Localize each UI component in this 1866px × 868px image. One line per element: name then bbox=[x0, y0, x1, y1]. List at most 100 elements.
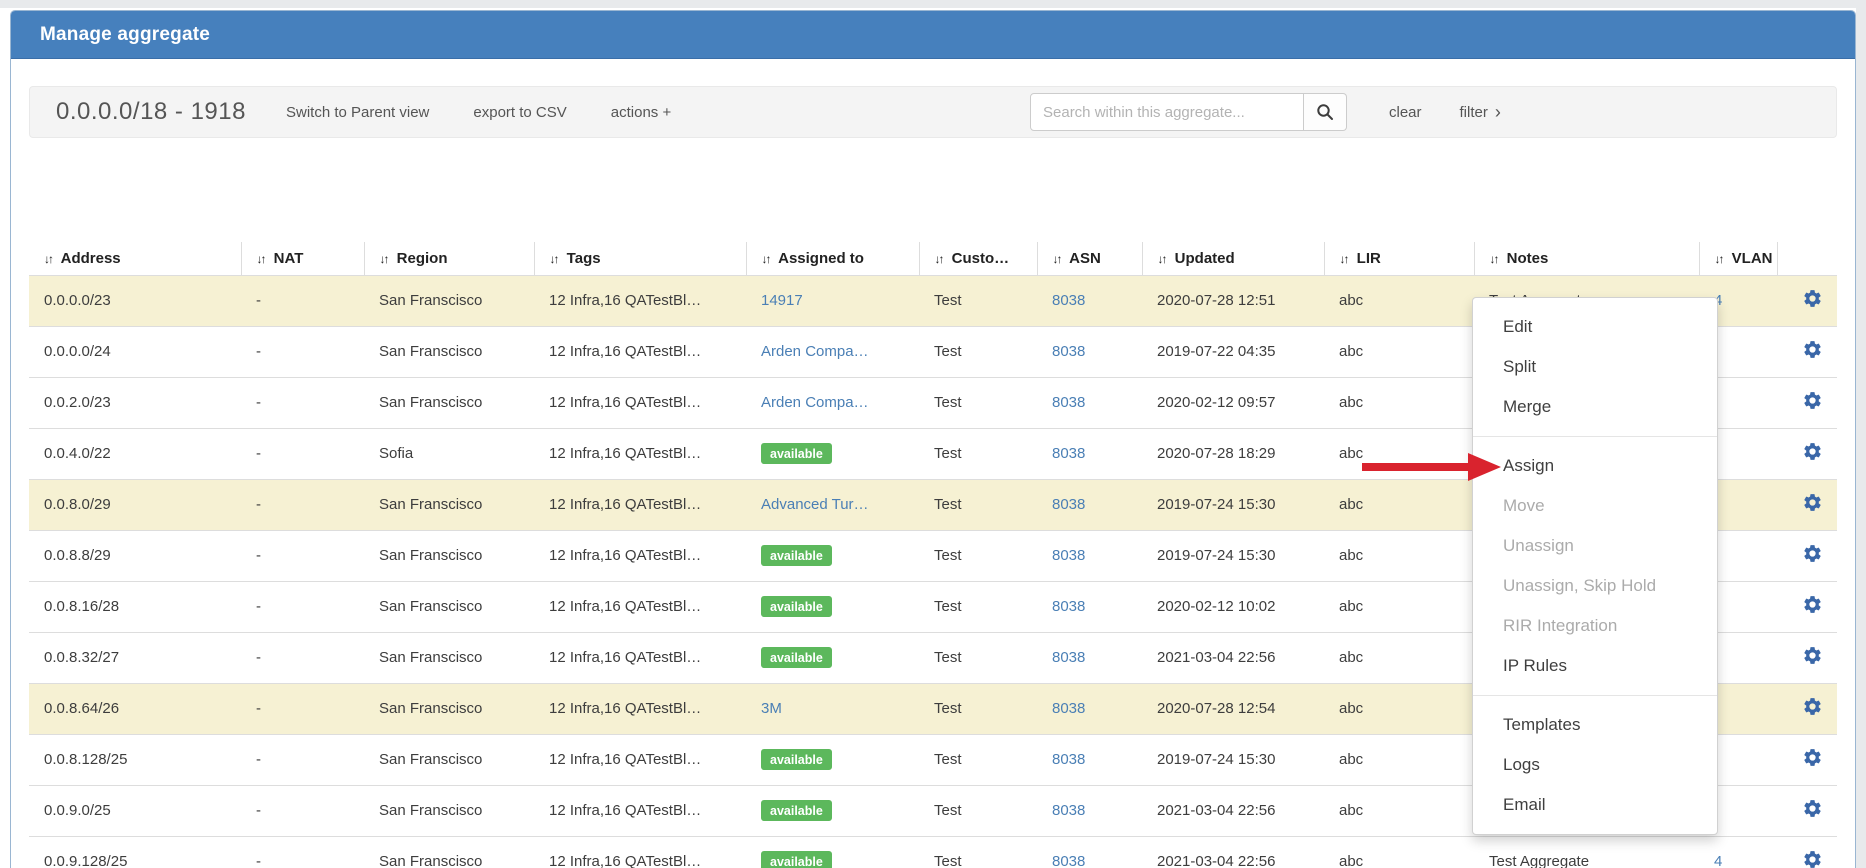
menu-item-split[interactable]: Split bbox=[1503, 357, 1537, 376]
column-header-assigned-to[interactable]: Assigned to bbox=[746, 242, 920, 275]
assigned-resource-link[interactable]: Arden Compa… bbox=[761, 343, 869, 360]
vlan-link[interactable]: 4 bbox=[1714, 853, 1723, 868]
region-cell: Sofia bbox=[379, 445, 414, 462]
column-header-label: Updated bbox=[1174, 249, 1235, 267]
status-badge: available bbox=[761, 596, 832, 617]
assigned-to-cell: available bbox=[746, 734, 919, 785]
gear-button[interactable] bbox=[1802, 390, 1823, 411]
updated-cell: 2020-02-12 09:57 bbox=[1157, 394, 1276, 411]
lir-cell: abc bbox=[1339, 292, 1364, 309]
gear-button[interactable] bbox=[1802, 543, 1823, 564]
nat-cell: - bbox=[256, 547, 261, 564]
region-cell: San Franscisco bbox=[379, 547, 483, 564]
assigned-resource-link[interactable]: 3M bbox=[761, 700, 782, 717]
gear-icon bbox=[1802, 596, 1823, 619]
nat-cell: - bbox=[256, 496, 261, 513]
gear-button[interactable] bbox=[1802, 798, 1823, 819]
column-header-address[interactable]: Address bbox=[29, 242, 242, 275]
asn-link[interactable]: 8038 bbox=[1052, 751, 1086, 768]
asn-link[interactable]: 8038 bbox=[1052, 700, 1086, 717]
column-header-custo[interactable]: Custo… bbox=[919, 242, 1038, 275]
lir-cell: abc bbox=[1339, 649, 1364, 666]
table-header-row: Address NAT Region Tags Assigned to Cust… bbox=[29, 242, 1837, 275]
actions-menu-button[interactable]: actions + bbox=[610, 103, 672, 121]
gear-button[interactable] bbox=[1802, 288, 1823, 309]
nat-cell: - bbox=[256, 445, 261, 462]
asn-cell: 8038 bbox=[1037, 734, 1142, 785]
gear-button[interactable] bbox=[1802, 594, 1823, 615]
asn-link[interactable]: 8038 bbox=[1052, 343, 1086, 360]
nat-cell: - bbox=[256, 394, 261, 411]
gear-button[interactable] bbox=[1802, 645, 1823, 666]
tags-cell: 12 Infra,16 QATestBl… bbox=[549, 445, 702, 462]
menu-item-edit[interactable]: Edit bbox=[1503, 317, 1533, 336]
updated-cell: 2019-07-24 15:30 bbox=[1157, 496, 1276, 513]
gear-button[interactable] bbox=[1802, 492, 1823, 513]
updated-cell: 2019-07-22 04:35 bbox=[1157, 343, 1276, 360]
asn-link[interactable]: 8038 bbox=[1052, 598, 1086, 615]
column-header-label: LIR bbox=[1356, 249, 1381, 267]
nat-cell: - bbox=[256, 292, 261, 309]
menu-item-merge[interactable]: Merge bbox=[1503, 397, 1552, 416]
column-header-label: Address bbox=[60, 249, 121, 267]
column-header-nat[interactable]: NAT bbox=[241, 242, 365, 275]
customer-cell: Test bbox=[934, 649, 962, 666]
asn-link[interactable]: 8038 bbox=[1052, 547, 1086, 564]
switch-parent-view-link[interactable]: Switch to Parent view bbox=[285, 103, 430, 121]
filter-button[interactable]: filter bbox=[1460, 103, 1501, 121]
column-header-tags[interactable]: Tags bbox=[534, 242, 747, 275]
column-header-vlan[interactable]: VLAN bbox=[1699, 242, 1778, 275]
column-header-updated[interactable]: Updated bbox=[1142, 242, 1325, 275]
vlan-link[interactable]: 4 bbox=[1714, 292, 1723, 309]
clear-button[interactable]: clear bbox=[1389, 103, 1422, 121]
menu-item-logs[interactable]: Logs bbox=[1503, 755, 1540, 774]
region-cell: San Franscisco bbox=[379, 394, 483, 411]
asn-link[interactable]: 8038 bbox=[1052, 445, 1086, 462]
assigned-resource-link[interactable]: 14917 bbox=[761, 292, 803, 309]
column-header-region[interactable]: Region bbox=[364, 242, 535, 275]
assigned-to-cell: Arden Compa… bbox=[746, 377, 919, 428]
customer-cell: Test bbox=[934, 700, 962, 717]
gear-button[interactable] bbox=[1802, 696, 1823, 717]
asn-link[interactable]: 8038 bbox=[1052, 802, 1086, 819]
sort-icon bbox=[1053, 252, 1061, 266]
assigned-resource-link[interactable]: Advanced Tur… bbox=[761, 496, 869, 513]
gear-icon bbox=[1802, 698, 1823, 721]
search-input[interactable] bbox=[1030, 93, 1304, 131]
menu-item-ip-rules[interactable]: IP Rules bbox=[1503, 656, 1567, 675]
tags-cell: 12 Infra,16 QATestBl… bbox=[549, 343, 702, 360]
asn-cell: 8038 bbox=[1037, 836, 1142, 868]
assigned-to-cell: available bbox=[746, 428, 919, 479]
column-header-label: Assigned to bbox=[778, 249, 864, 267]
column-header-label: Notes bbox=[1506, 249, 1549, 267]
asn-link[interactable]: 8038 bbox=[1052, 394, 1086, 411]
search-button[interactable] bbox=[1304, 93, 1347, 131]
column-header-asn[interactable]: ASN bbox=[1037, 242, 1143, 275]
export-csv-link[interactable]: export to CSV bbox=[473, 103, 567, 121]
gear-button[interactable] bbox=[1802, 441, 1823, 462]
asn-link[interactable]: 8038 bbox=[1052, 496, 1086, 513]
assigned-resource-link[interactable]: Arden Compa… bbox=[761, 394, 869, 411]
row-actions-cell bbox=[1777, 734, 1837, 785]
updated-cell: 2019-07-24 15:30 bbox=[1157, 547, 1276, 564]
menu-item-templates[interactable]: Templates bbox=[1503, 715, 1581, 734]
gear-button[interactable] bbox=[1802, 849, 1823, 868]
asn-cell: 8038 bbox=[1037, 683, 1142, 734]
sort-icon bbox=[935, 252, 943, 266]
gear-button[interactable] bbox=[1802, 747, 1823, 768]
updated-cell: 2020-07-28 18:29 bbox=[1157, 445, 1276, 462]
notes-cell: Test Aggregate bbox=[1489, 853, 1590, 868]
region-cell: San Franscisco bbox=[379, 751, 483, 768]
asn-link[interactable]: 8038 bbox=[1052, 853, 1086, 868]
column-header-notes[interactable]: Notes bbox=[1474, 242, 1700, 275]
gear-button[interactable] bbox=[1802, 339, 1823, 360]
asn-link[interactable]: 8038 bbox=[1052, 292, 1086, 309]
sort-icon bbox=[257, 252, 265, 266]
assigned-to-cell: Advanced Tur… bbox=[746, 479, 919, 530]
column-header-label: Custo… bbox=[951, 249, 1010, 267]
asn-link[interactable]: 8038 bbox=[1052, 649, 1086, 666]
status-badge: available bbox=[761, 545, 832, 566]
menu-item-assign[interactable]: Assign bbox=[1503, 456, 1555, 475]
menu-item-email[interactable]: Email bbox=[1503, 795, 1546, 814]
column-header-lir[interactable]: LIR bbox=[1324, 242, 1475, 275]
